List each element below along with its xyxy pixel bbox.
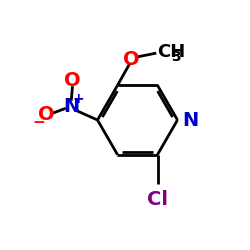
Text: O: O: [64, 70, 81, 90]
Text: 3: 3: [172, 50, 181, 64]
Text: O: O: [123, 50, 140, 68]
Text: +: +: [73, 92, 85, 106]
Text: N: N: [63, 97, 79, 116]
Text: −: −: [33, 115, 46, 130]
Text: N: N: [182, 110, 198, 130]
Text: CH: CH: [158, 43, 186, 61]
Text: O: O: [38, 106, 54, 124]
Text: Cl: Cl: [147, 190, 168, 209]
